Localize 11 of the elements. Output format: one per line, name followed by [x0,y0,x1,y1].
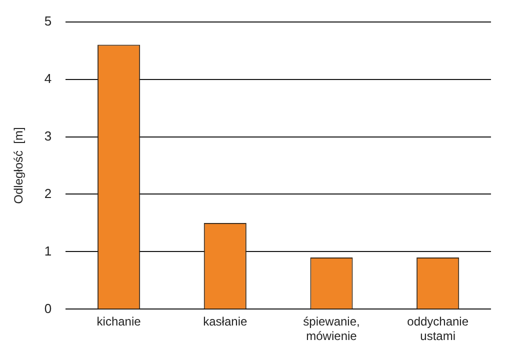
x-tick-label: oddychanie ustami [407,314,469,344]
y-axis-title: Odległość [m] [12,127,26,204]
x-tick-label: kasłanie [203,314,248,329]
y-tick-label: 3 [44,128,52,144]
x-tick-label: kichanie [96,314,142,329]
y-tick-label: 2 [44,186,52,201]
y-tick-label: 5 [44,13,52,28]
y-tick-label: 1 [44,243,52,258]
x-tick-label: śpiewanie, mówienie [303,314,360,344]
y-tick-label: 0 [44,300,52,316]
y-tick-label: 4 [44,70,52,86]
